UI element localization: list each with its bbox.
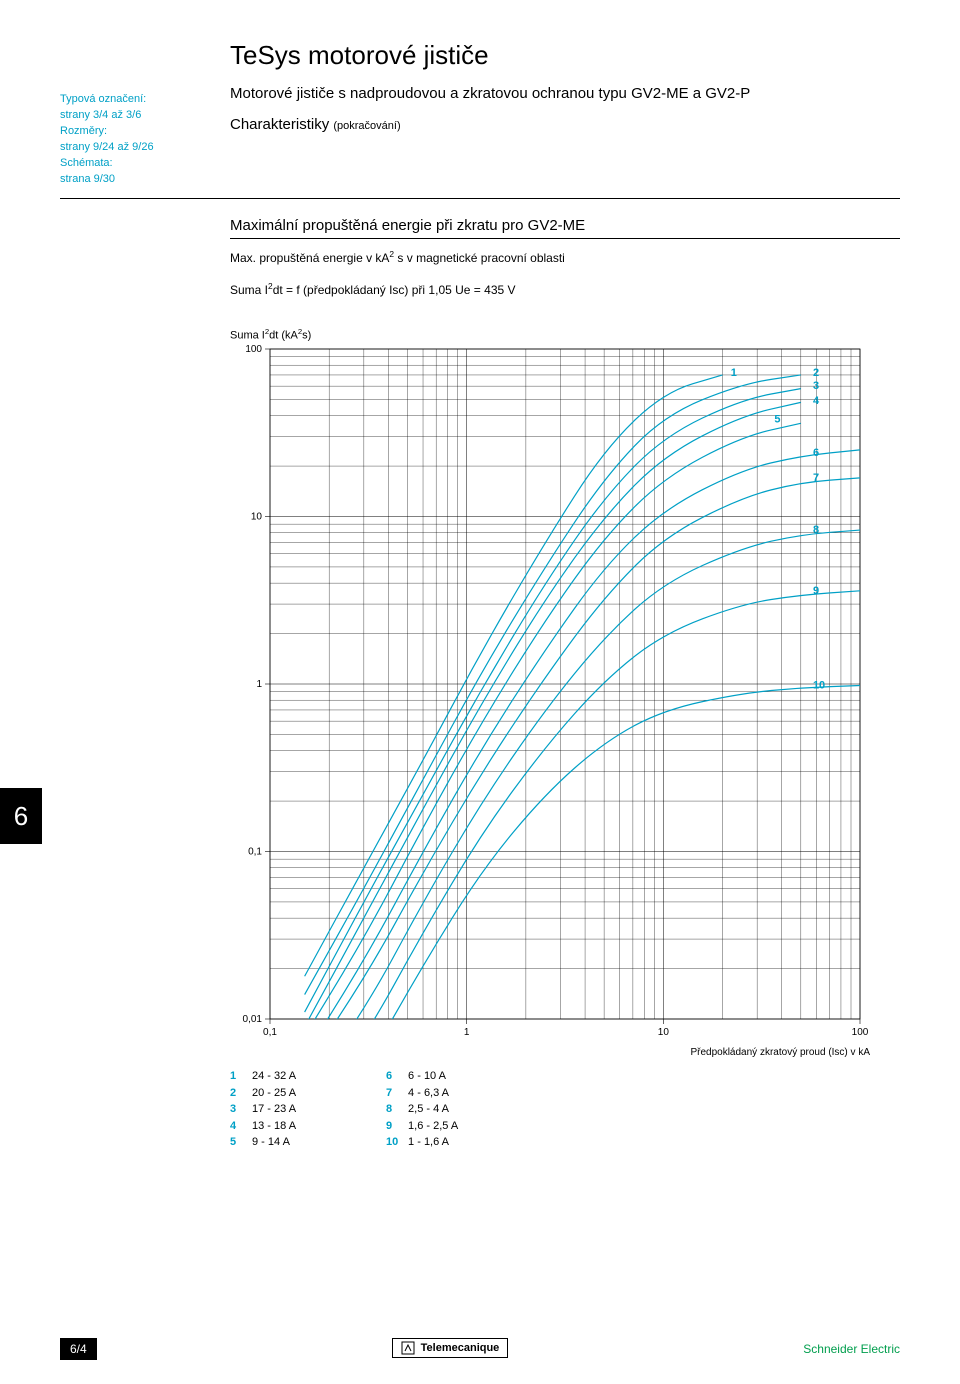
page-footer: 6/4 Telemecanique Schneider Electric	[0, 1338, 960, 1360]
chart-x-label: Předpokládaný zkratový proud (Isc) v kA	[230, 1047, 870, 1058]
svg-text:100: 100	[852, 1027, 869, 1038]
section-para-1: Max. propuštěná energie v kA2 s v magnet…	[230, 249, 900, 265]
svg-text:1: 1	[256, 679, 262, 690]
meta-line: strana 9/30	[60, 172, 230, 188]
legend-row: 220 - 25 A	[230, 1085, 296, 1102]
svg-text:1: 1	[731, 367, 737, 379]
chart-y-label: Suma I2dt (kA2s)	[230, 327, 900, 342]
characteristics-line: Charakteristiky (pokračování)	[230, 116, 900, 133]
svg-text:6: 6	[813, 447, 819, 459]
footer-logo: Telemecanique	[97, 1338, 804, 1360]
svg-text:7: 7	[813, 472, 819, 484]
svg-text:10: 10	[813, 680, 825, 692]
legend-row: 74 - 6,3 A	[386, 1085, 458, 1102]
legend-row: 91,6 - 2,5 A	[386, 1118, 458, 1135]
meta-line: Typová označení:	[60, 92, 230, 108]
svg-text:2: 2	[813, 367, 819, 379]
section-heading: Maximální propuštěná energie při zkratu …	[230, 217, 900, 234]
characteristics-label: Charakteristiky	[230, 116, 329, 133]
chart-container: Suma I2dt (kA2s) 0,11101001001010,10,011…	[230, 327, 900, 1059]
chart-legend: 124 - 32 A220 - 25 A317 - 23 A413 - 18 A…	[230, 1068, 900, 1151]
svg-text:10: 10	[251, 512, 263, 523]
legend-row: 101 - 1,6 A	[386, 1134, 458, 1151]
page-title: TeSys motorové jističe	[230, 40, 900, 71]
svg-text:4: 4	[813, 395, 820, 407]
svg-text:0,01: 0,01	[243, 1014, 263, 1025]
meta-line: strany 3/4 až 3/6	[60, 108, 230, 124]
legend-row: 66 - 10 A	[386, 1068, 458, 1085]
legend-row: 82,5 - 4 A	[386, 1101, 458, 1118]
svg-text:9: 9	[813, 585, 819, 597]
svg-text:10: 10	[658, 1027, 670, 1038]
legend-row: 413 - 18 A	[230, 1118, 296, 1135]
page-number: 6/4	[60, 1338, 97, 1360]
characteristics-suffix: (pokračování)	[333, 120, 400, 132]
divider	[60, 198, 900, 199]
svg-text:1: 1	[464, 1027, 470, 1038]
energy-chart: 0,11101001001010,10,0112345678910	[230, 343, 870, 1043]
legend-row: 317 - 23 A	[230, 1101, 296, 1118]
footer-brand: Schneider Electric	[803, 1342, 900, 1356]
section-para-2: Suma I2dt = f (předpokládaný Isc) při 1,…	[230, 281, 900, 297]
svg-text:100: 100	[245, 344, 262, 355]
chapter-tab: 6	[0, 788, 42, 844]
svg-text:3: 3	[813, 380, 819, 392]
svg-text:5: 5	[774, 414, 780, 426]
svg-text:0,1: 0,1	[263, 1027, 277, 1038]
svg-text:0,1: 0,1	[248, 847, 262, 858]
page-subtitle: Motorové jističe s nadproudovou a zkrato…	[230, 85, 900, 102]
svg-text:8: 8	[813, 524, 819, 536]
divider	[230, 238, 900, 239]
legend-row: 59 - 14 A	[230, 1134, 296, 1151]
meta-line: Schémata:	[60, 156, 230, 172]
brand-icon	[401, 1341, 415, 1355]
legend-row: 124 - 32 A	[230, 1068, 296, 1085]
meta-line: Rozměry:	[60, 124, 230, 140]
meta-line: strany 9/24 až 9/26	[60, 140, 230, 156]
sidebar-meta: Typová označení:strany 3/4 až 3/6Rozměry…	[60, 40, 230, 188]
